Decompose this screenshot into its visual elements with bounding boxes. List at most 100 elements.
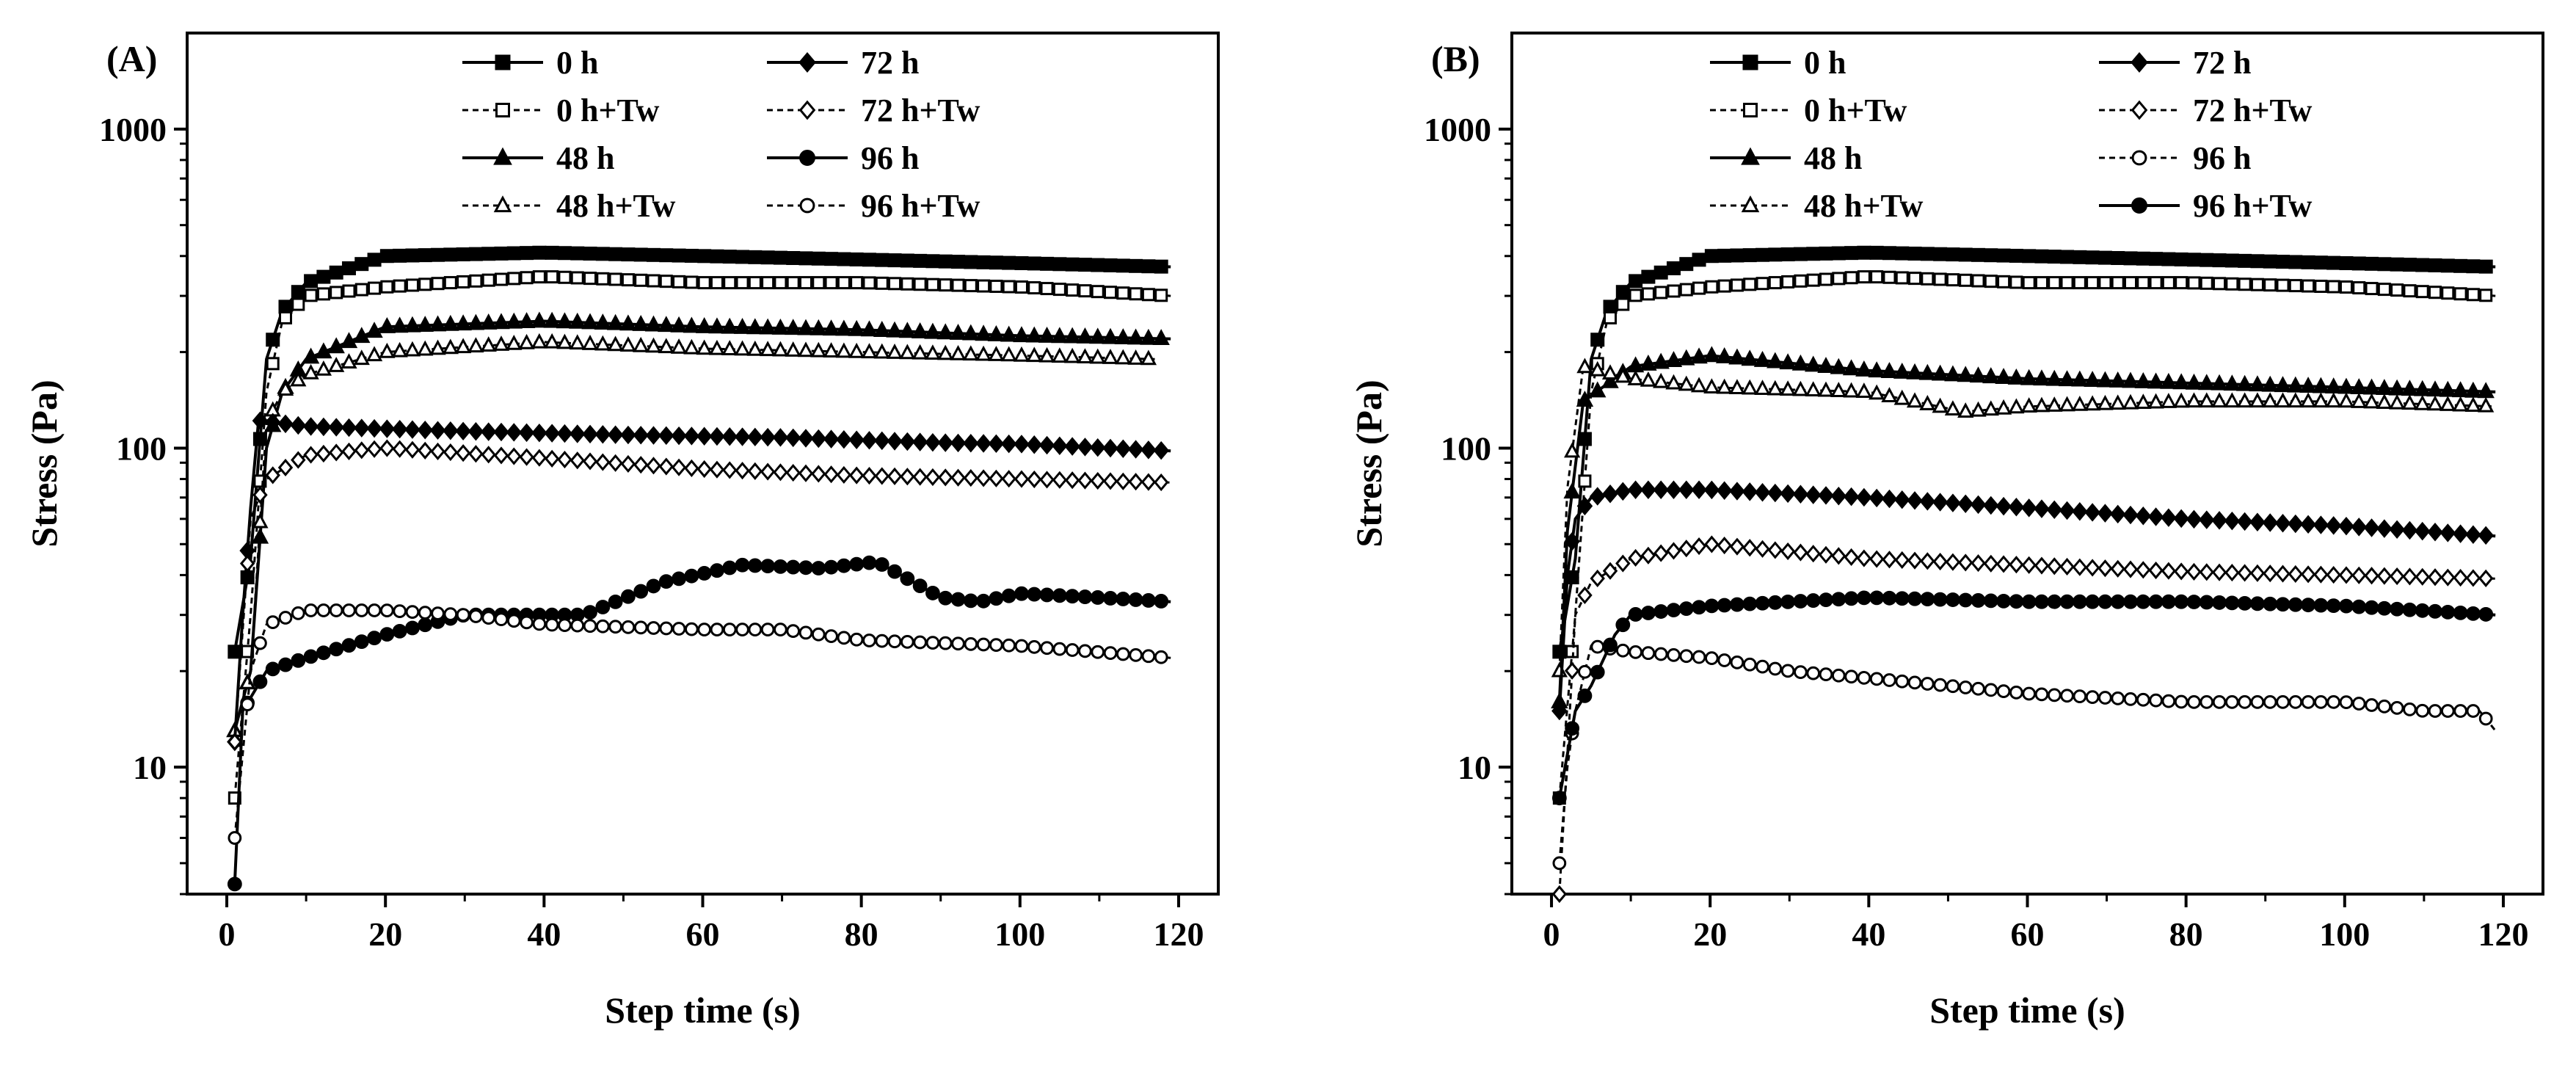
legend-item: 72 h+Tw <box>2099 92 2313 128</box>
data-point <box>824 629 838 643</box>
data-point <box>1704 651 1719 665</box>
data-point <box>2237 595 2252 611</box>
data-point <box>594 313 612 330</box>
data-point <box>1944 400 1962 416</box>
data-point <box>1780 664 1795 678</box>
data-point <box>850 276 864 290</box>
data-point <box>1855 382 1872 398</box>
data-point <box>1078 644 1092 658</box>
data-point <box>2021 556 2037 574</box>
data-point <box>2401 394 2418 410</box>
data-point <box>2402 258 2417 272</box>
data-point <box>252 674 268 689</box>
data-point <box>2390 257 2404 272</box>
data-point <box>2073 276 2086 290</box>
data-point <box>861 431 878 450</box>
data-point <box>240 697 255 712</box>
data-point <box>569 312 586 329</box>
data-point <box>2236 512 2253 531</box>
data-point <box>2085 690 2100 704</box>
data-point <box>1843 382 1860 398</box>
data-point <box>785 428 801 448</box>
data-point <box>379 627 395 642</box>
data-point <box>341 442 357 460</box>
data-point <box>2174 694 2188 709</box>
data-point <box>2376 519 2393 538</box>
data-point <box>1971 274 1985 288</box>
data-point <box>302 417 319 436</box>
data-point <box>2149 693 2163 708</box>
data-point <box>393 279 407 293</box>
data-point <box>1665 480 1682 499</box>
data-point <box>1830 357 1847 374</box>
data-point <box>505 312 523 329</box>
data-point <box>900 634 914 649</box>
panel-label: (B) <box>1431 38 1480 79</box>
data-point <box>1780 595 1796 609</box>
data-point <box>252 512 269 529</box>
data-point <box>2250 596 2265 611</box>
legend-label: 72 h <box>861 45 919 81</box>
legend-marker <box>493 147 512 165</box>
series-48-h <box>1551 346 2496 709</box>
data-point <box>760 250 775 265</box>
data-point <box>2427 523 2443 542</box>
data-point <box>835 342 853 358</box>
data-point <box>887 467 903 485</box>
data-point <box>2122 505 2139 525</box>
data-point <box>569 424 586 443</box>
data-point <box>1564 531 1580 551</box>
data-point <box>708 317 726 334</box>
data-point <box>1027 470 1042 489</box>
data-point <box>925 636 940 650</box>
data-point <box>836 429 852 449</box>
data-point <box>558 270 572 284</box>
data-point <box>2337 392 2355 408</box>
data-point <box>2439 396 2456 411</box>
data-point <box>709 460 725 479</box>
y-axis-title: Stress (Pa) <box>1348 380 1389 547</box>
data-point <box>632 315 650 331</box>
data-point <box>900 277 914 291</box>
panel-label: (A) <box>106 38 157 79</box>
data-point <box>2058 370 2076 387</box>
data-point <box>2198 374 2216 391</box>
series-96-h <box>227 555 1171 892</box>
data-point <box>721 317 738 334</box>
data-point <box>1628 548 1643 567</box>
data-point <box>1832 272 1846 286</box>
data-point <box>2351 518 2368 537</box>
data-point <box>1127 328 1145 345</box>
data-point <box>1102 472 1118 490</box>
data-point <box>1065 643 1080 657</box>
data-point <box>1065 257 1080 272</box>
data-point <box>2161 252 2176 266</box>
data-point <box>367 603 382 617</box>
data-point <box>619 336 637 352</box>
data-point <box>799 276 812 290</box>
data-point <box>785 319 802 335</box>
data-point <box>1115 439 1132 459</box>
data-point <box>811 465 826 483</box>
data-point <box>697 276 711 290</box>
data-point <box>392 623 407 639</box>
data-point <box>772 341 789 357</box>
data-point <box>277 380 294 396</box>
data-point <box>734 340 751 356</box>
data-point <box>1982 367 2000 384</box>
data-point <box>1983 554 1998 573</box>
data-point <box>2326 598 2341 614</box>
data-point <box>290 371 307 387</box>
data-point <box>417 421 433 440</box>
data-point <box>227 876 242 892</box>
x-tick-label: 120 <box>1153 915 1204 953</box>
data-point <box>1128 473 1143 491</box>
data-point <box>606 313 625 330</box>
data-point <box>266 615 280 630</box>
data-point <box>2111 691 2125 705</box>
data-point <box>1091 285 1105 299</box>
data-point <box>1653 372 1670 388</box>
data-point <box>494 612 509 627</box>
data-point <box>1931 364 1949 381</box>
data-point <box>1551 701 1568 721</box>
